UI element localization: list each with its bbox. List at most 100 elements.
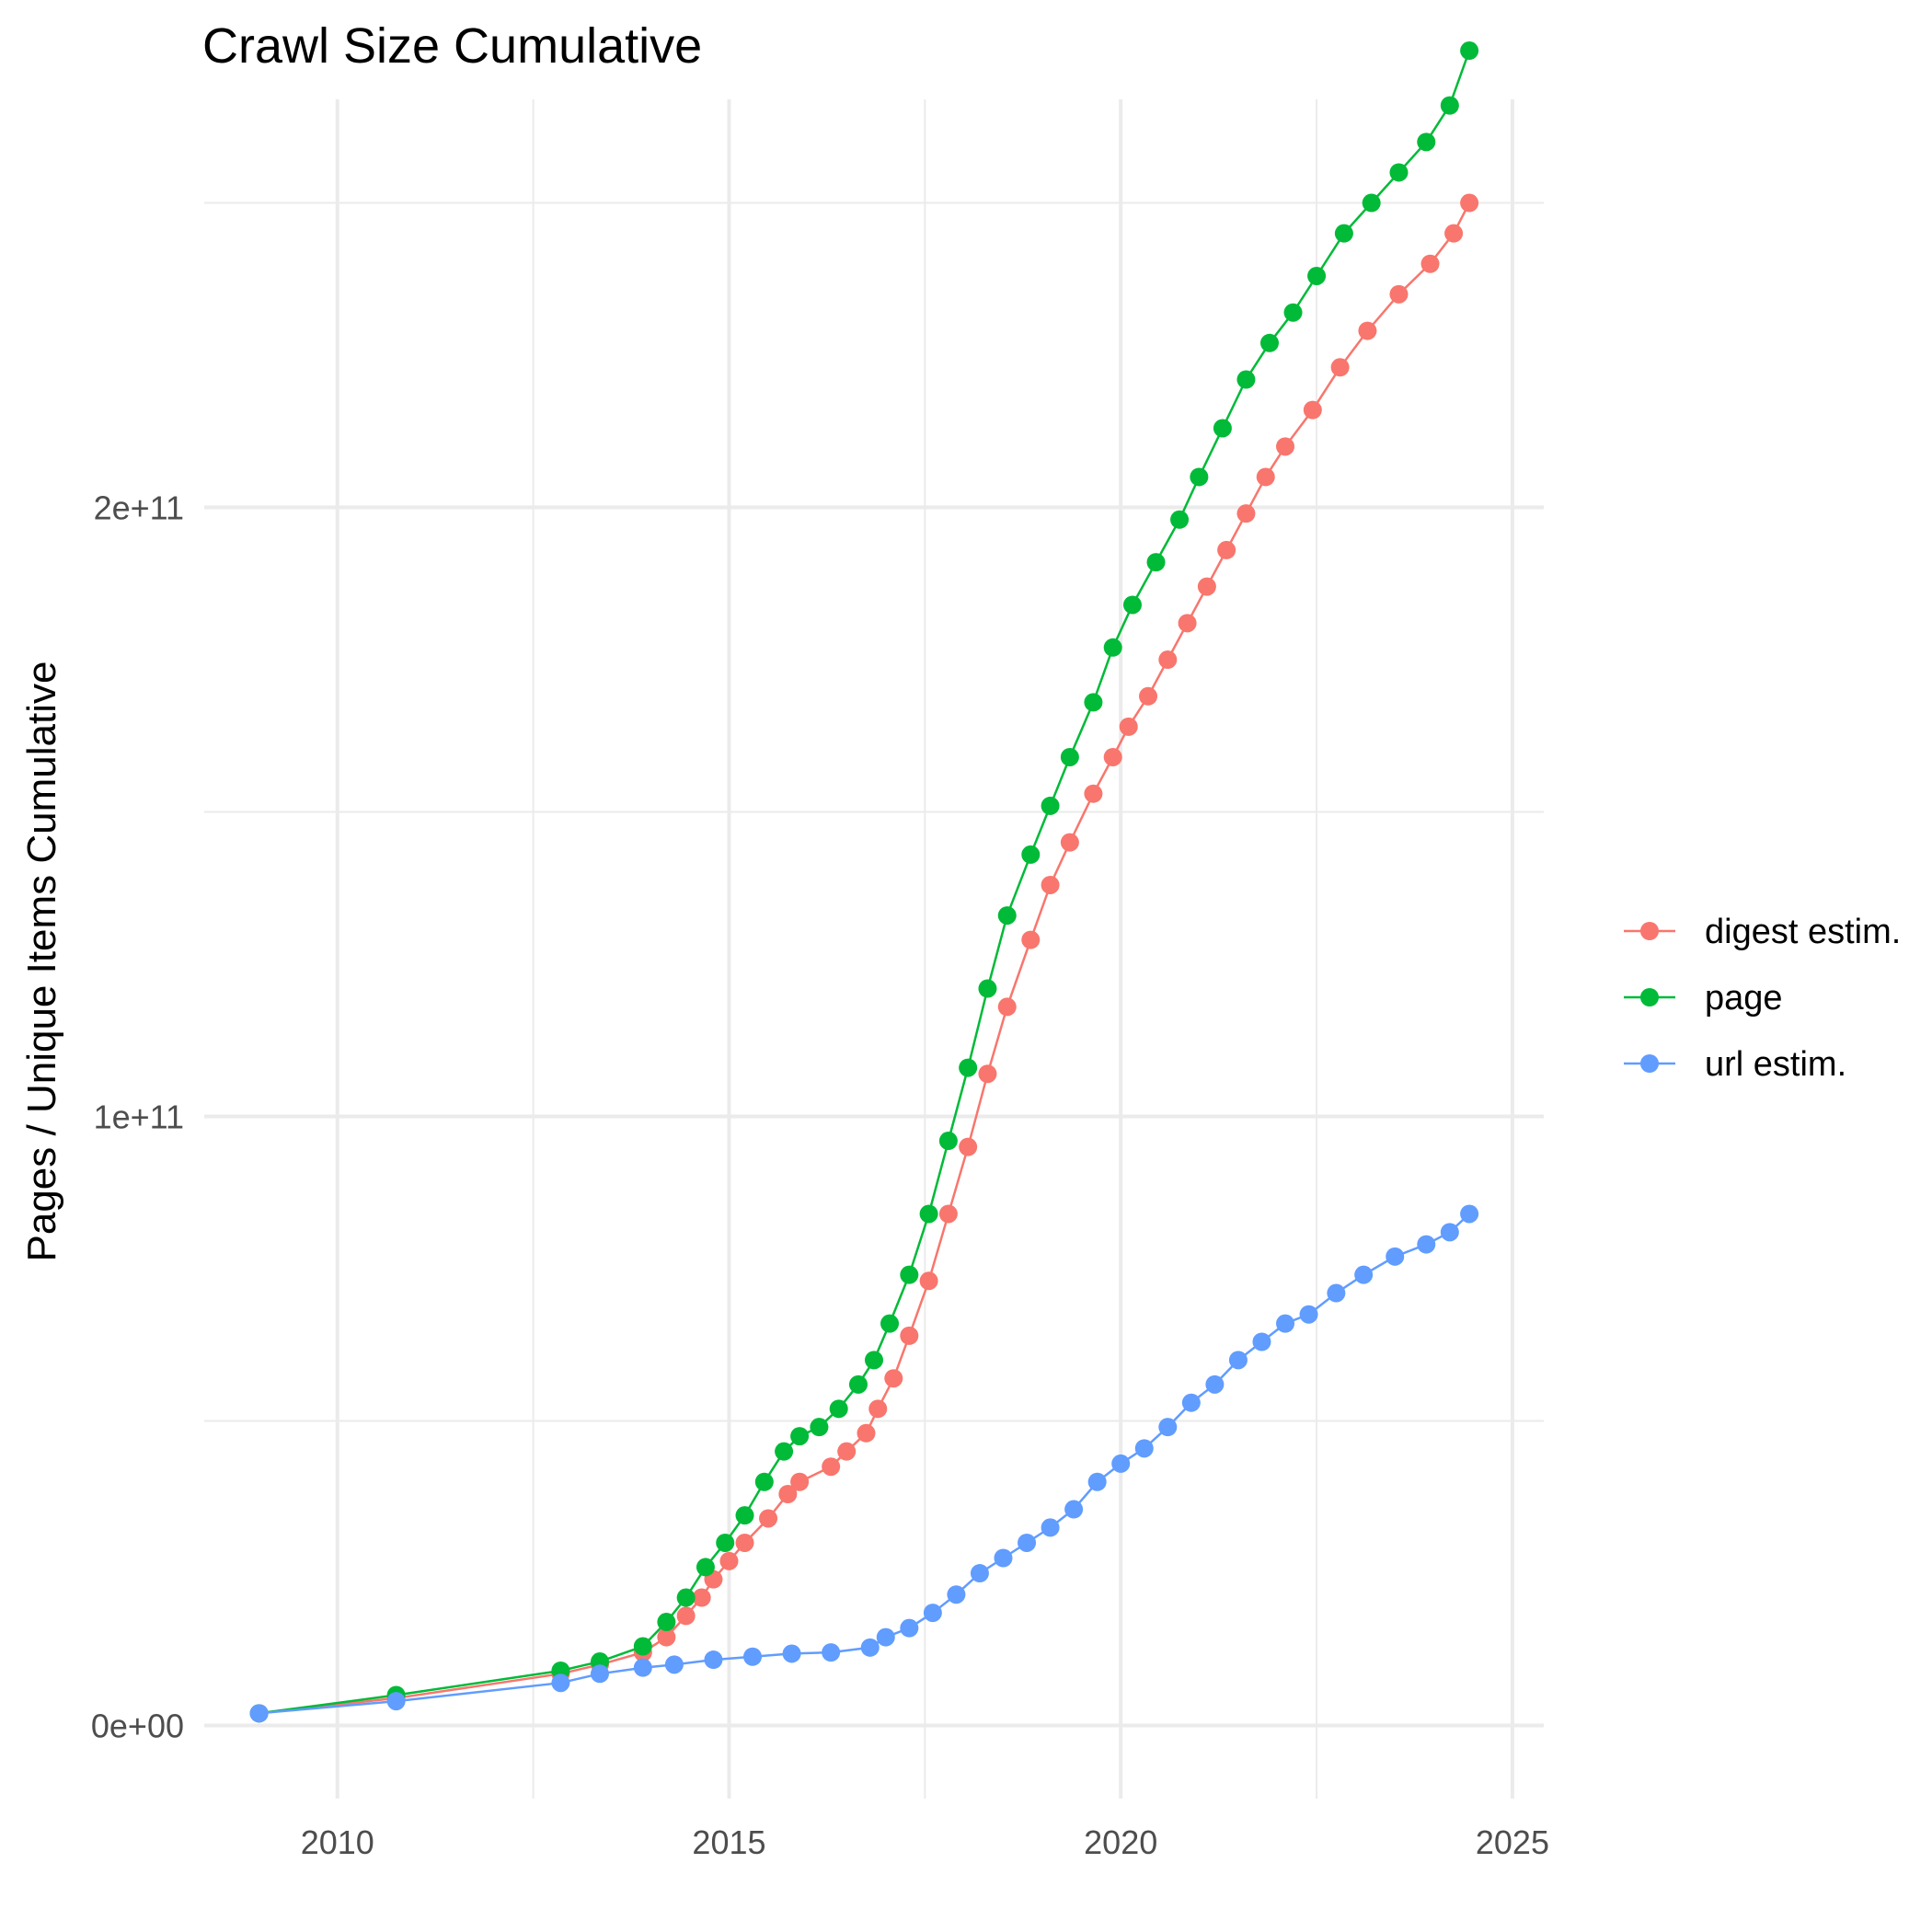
data-point-digest-estim (884, 1369, 903, 1388)
data-point-url-estim (1064, 1500, 1084, 1519)
y-tick-label: 1e+11 (94, 1098, 184, 1136)
data-point-digest-estim (1041, 875, 1060, 894)
data-point-page (1084, 693, 1103, 712)
data-point-page (919, 1204, 938, 1224)
y-tick-label: 2e+11 (94, 489, 184, 527)
data-point-page (1283, 303, 1303, 322)
data-point-digest-estim (1084, 784, 1103, 803)
chart-title: Crawl Size Cumulative (202, 18, 702, 74)
data-point-digest-estim (692, 1588, 711, 1607)
data-point-digest-estim (1389, 284, 1409, 304)
data-point-url-estim (1205, 1374, 1225, 1394)
data-point-page (1122, 595, 1142, 615)
legend-label: url estim. (1705, 1045, 1846, 1084)
data-point-url-estim (1299, 1305, 1318, 1324)
data-point-page (865, 1351, 883, 1370)
data-point-digest-estim (1139, 686, 1158, 706)
data-point-url-estim (1460, 1204, 1479, 1224)
data-point-page (735, 1506, 754, 1525)
legend-key-point (1640, 988, 1659, 1006)
data-point-url-estim (590, 1664, 609, 1684)
data-point-url-estim (822, 1643, 841, 1662)
x-tick-label: 2010 (301, 1823, 374, 1861)
data-point-url-estim (249, 1704, 269, 1723)
data-point-page (1041, 796, 1060, 815)
x-tick-label: 2025 (1476, 1823, 1549, 1861)
x-axis-ticks: 2010 2015 2020 2025 (301, 1823, 1549, 1861)
data-point-digest-estim (978, 1064, 997, 1084)
data-point-url-estim (947, 1585, 966, 1604)
data-point-digest-estim (1119, 717, 1138, 736)
data-point-url-estim (386, 1692, 406, 1711)
y-tick-label: 0e+00 (91, 1708, 184, 1745)
data-point-page (829, 1399, 848, 1419)
legend-item-digest-estim: digest estim. (1624, 913, 1901, 951)
data-point-url-estim (1327, 1283, 1346, 1303)
data-point-page (1307, 266, 1327, 285)
data-point-url-estim (994, 1548, 1013, 1568)
series-layer (249, 41, 1479, 1723)
data-point-digest-estim (1256, 467, 1275, 487)
data-point-url-estim (1181, 1393, 1201, 1412)
legend-item-page: page (1624, 979, 1783, 1018)
legend-key-point (1640, 922, 1659, 940)
data-point-page (754, 1472, 774, 1491)
data-point-digest-estim (822, 1457, 841, 1477)
data-point-page (900, 1265, 919, 1284)
data-point-digest-estim (1103, 747, 1122, 766)
data-point-page (633, 1637, 652, 1656)
data-point-digest-estim (719, 1551, 739, 1570)
data-point-page (1389, 163, 1409, 182)
legend: digest estim. page url estim. (1624, 913, 1901, 1084)
data-point-url-estim (900, 1618, 919, 1638)
data-point-page (848, 1374, 868, 1394)
data-point-page (1170, 510, 1190, 529)
data-point-url-estim (1252, 1332, 1271, 1351)
legend-label: digest estim. (1705, 913, 1901, 951)
data-point-page (1460, 41, 1479, 61)
legend-label: page (1705, 979, 1783, 1018)
data-point-digest-estim (938, 1204, 958, 1224)
data-point-digest-estim (857, 1423, 876, 1443)
data-point-digest-estim (657, 1627, 676, 1647)
data-point-digest-estim (837, 1442, 857, 1461)
data-point-digest-estim (1236, 504, 1256, 523)
series-url-estim (249, 1204, 1479, 1723)
data-point-digest-estim (735, 1533, 754, 1552)
data-point-digest-estim (1197, 577, 1216, 596)
data-point-url-estim (1158, 1418, 1178, 1437)
data-point-digest-estim (1303, 400, 1322, 420)
data-point-page (1334, 224, 1353, 243)
grid-minor (204, 99, 1544, 1799)
data-point-url-estim (1087, 1472, 1107, 1491)
data-point-digest-estim (1178, 614, 1197, 633)
data-point-digest-estim (1460, 193, 1479, 213)
data-point-url-estim (970, 1564, 989, 1583)
data-point-page (1362, 193, 1381, 213)
data-point-page (775, 1442, 794, 1461)
data-point-url-estim (1228, 1351, 1248, 1370)
data-point-url-estim (1134, 1439, 1154, 1458)
x-tick-label: 2015 (692, 1823, 765, 1861)
data-point-page (696, 1558, 715, 1577)
series-line-digest-estim (259, 201, 1471, 1715)
data-point-url-estim (1018, 1533, 1037, 1552)
data-point-page (716, 1533, 735, 1552)
data-point-digest-estim (778, 1484, 798, 1503)
series-line-url-estim (259, 1213, 1470, 1715)
data-point-url-estim (876, 1627, 895, 1647)
grid-major (204, 99, 1544, 1799)
data-point-digest-estim (676, 1606, 696, 1626)
data-point-page (978, 979, 997, 998)
data-point-digest-estim (759, 1509, 778, 1528)
legend-key-point (1640, 1054, 1659, 1073)
data-point-url-estim (782, 1644, 801, 1663)
data-point-page (880, 1314, 900, 1333)
data-point-url-estim (1041, 1518, 1060, 1537)
data-point-digest-estim (1444, 224, 1464, 243)
data-point-digest-estim (900, 1326, 919, 1345)
data-point-url-estim (704, 1650, 723, 1670)
data-point-url-estim (1417, 1235, 1436, 1254)
y-axis-title: Pages / Unique Items Cumulative (19, 661, 64, 1262)
data-point-url-estim (1354, 1265, 1374, 1284)
